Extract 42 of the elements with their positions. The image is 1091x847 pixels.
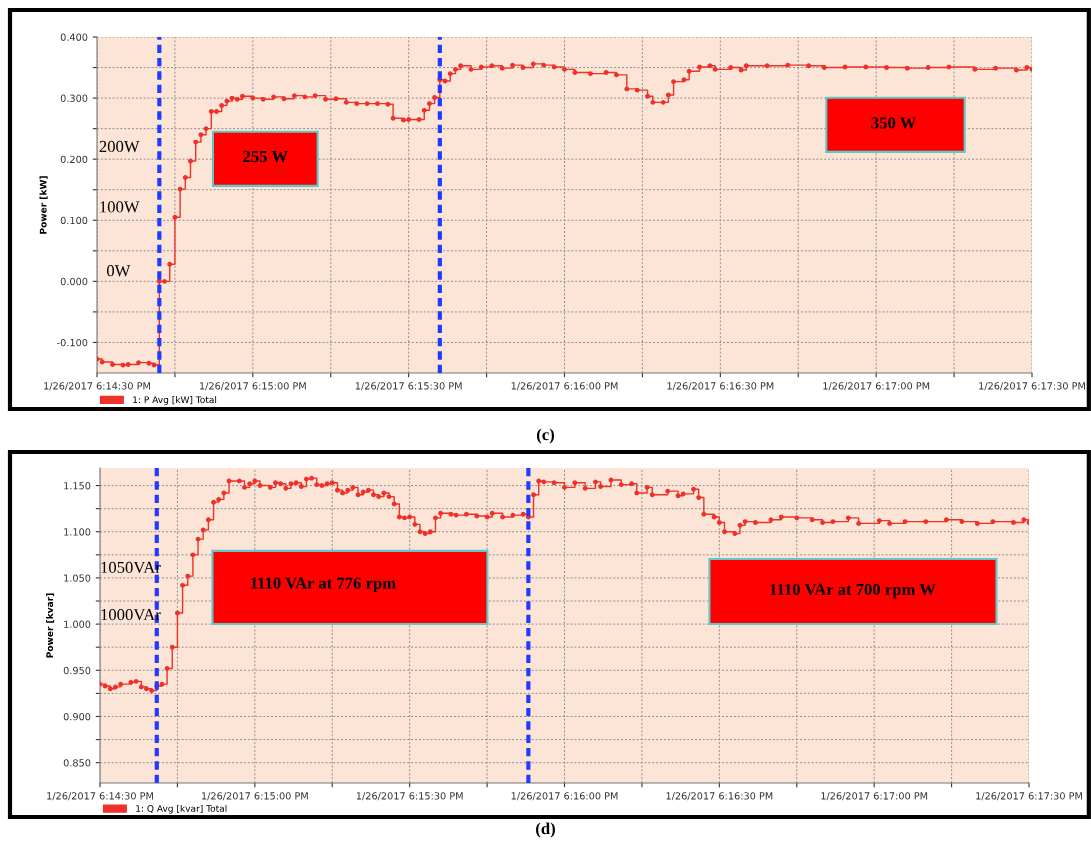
x-tick-label: 1/26/2017 6:15:30 PM <box>356 792 463 801</box>
y-tick-label: 1.050 <box>64 574 91 582</box>
y-tick-label: 0.850 <box>63 759 91 767</box>
x-tick-label: 1/26/2017 6:15:00 PM <box>202 792 308 801</box>
y-tick-label: 0.300 <box>60 94 88 102</box>
x-tick-label: 1/26/2017 6:16:30 PM <box>666 792 773 801</box>
y-tick-label: 1.000 <box>64 620 91 628</box>
x-tick-label: 1/26/2017 6:14:30 PM <box>44 382 150 391</box>
annotation: 1050VAr <box>101 561 161 574</box>
annotation: 1000VAr <box>101 608 161 621</box>
legend-label: 1: P Avg [kW] Total <box>133 396 217 405</box>
x-tick-label: 1/26/2017 6:16:00 PM <box>511 382 618 391</box>
text: (d) <box>536 822 555 838</box>
y-axis-title: Power [kvar] <box>46 593 55 658</box>
y-tick-label: 1.100 <box>64 528 91 536</box>
x-tick-label: 1/26/2017 6:17:30 PM <box>979 382 1085 391</box>
annotation: 100W <box>100 201 140 213</box>
y-tick-label: 0.950 <box>63 666 91 675</box>
annotation: 350 W <box>871 117 917 129</box>
annotation: 1110 VAr at 776 rpm <box>251 577 396 593</box>
annotation: 0W <box>106 265 131 277</box>
y-axis-title: Power [kW] <box>39 176 48 234</box>
annotation: 200W <box>99 140 140 153</box>
y-tick-label: 0.900 <box>63 712 91 721</box>
y-tick-label: 0.200 <box>60 155 88 164</box>
annotation: 255 W <box>243 150 288 163</box>
y-tick-label: 1.150 <box>64 482 91 490</box>
legend-label: 1: Q Avg [kvar] Total <box>136 804 227 814</box>
annotation: 1110 VAr at 700 rpm W <box>770 583 936 599</box>
text: (c) <box>536 428 555 444</box>
y-tick-label: -0.100 <box>57 338 88 347</box>
x-tick-label: 1/26/2017 6:14:30 PM <box>47 792 153 801</box>
x-tick-label: 1/26/2017 6:17:30 PM <box>976 792 1082 801</box>
x-tick-label: 1/26/2017 6:15:30 PM <box>355 382 462 391</box>
x-tick-label: 1/26/2017 6:15:00 PM <box>200 382 306 391</box>
x-tick-label: 1/26/2017 6:16:00 PM <box>511 792 618 801</box>
x-tick-label: 1/26/2017 6:17:00 PM <box>821 792 928 801</box>
y-tick-label: 0.100 <box>60 216 88 225</box>
x-tick-label: 1/26/2017 6:17:00 PM <box>823 382 930 391</box>
y-tick-label: 0.400 <box>60 33 88 41</box>
x-tick-label: 1/26/2017 6:16:30 PM <box>667 382 774 391</box>
y-tick-label: 0.000 <box>60 277 88 286</box>
